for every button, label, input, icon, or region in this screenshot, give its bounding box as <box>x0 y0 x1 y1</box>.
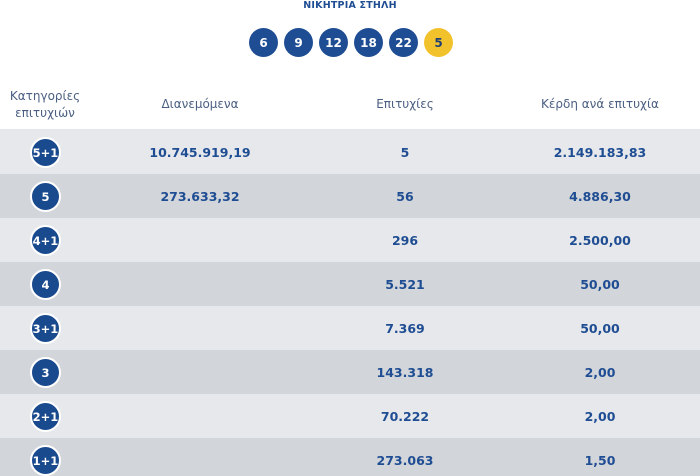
distributed-amount <box>90 306 310 350</box>
winners-count: 5.521 <box>385 276 425 292</box>
table-row: 5 273.633,32 56 4.886,30 <box>0 174 700 218</box>
winners-count: 296 <box>391 232 419 248</box>
distributed-amount <box>90 394 310 438</box>
table-header: Κατηγορίες επιτυχιών Διανεμόμενα Επιτυχί… <box>0 79 700 130</box>
winners-count: 273.063 <box>376 452 434 468</box>
category-badge: 3 <box>30 357 61 388</box>
prize-per-winner: 2,00 <box>584 408 616 424</box>
winning-numbers: 6 9 12 18 22 5 <box>0 28 700 58</box>
winners-count: 5 <box>400 144 410 160</box>
prize-per-winner: 2.500,00 <box>569 232 631 248</box>
distributed-amount <box>90 262 310 306</box>
prize-per-winner: 2.149.183,83 <box>553 144 647 160</box>
distributed-amount: 10.745.919,19 <box>149 144 251 160</box>
distributed-amount: 273.633,32 <box>160 188 240 204</box>
category-badge: 5+1 <box>30 137 61 168</box>
header-distributed: Διανεμόμενα <box>161 97 239 111</box>
winning-column-title: ΝΙΚΗΤΡΙΑ ΣΤΗΛΗ <box>303 0 397 11</box>
table-row: 4 5.521 50,00 <box>0 262 700 306</box>
winners-count: 70.222 <box>380 408 430 424</box>
category-badge: 5 <box>30 181 61 212</box>
winnings-table: Κατηγορίες επιτυχιών Διανεμόμενα Επιτυχί… <box>0 79 700 476</box>
prize-per-winner: 4.886,30 <box>569 188 631 204</box>
number-ball: 6 <box>249 28 278 57</box>
header-category: Κατηγορίες επιτυχιών <box>9 88 81 120</box>
prize-per-winner: 50,00 <box>580 276 620 292</box>
category-badge: 3+1 <box>30 313 61 344</box>
number-ball: 22 <box>389 28 418 57</box>
table-row: 2+1 70.222 2,00 <box>0 394 700 438</box>
prize-per-winner: 1,50 <box>584 452 616 468</box>
table-row: 1+1 273.063 1,50 <box>0 438 700 476</box>
number-ball: 18 <box>354 28 383 57</box>
category-badge: 4+1 <box>30 225 61 256</box>
distributed-amount <box>90 438 310 476</box>
winners-count: 7.369 <box>385 320 425 336</box>
table-row: 4+1 296 2.500,00 <box>0 218 700 262</box>
distributed-amount <box>90 218 310 262</box>
table-row: 3 143.318 2,00 <box>0 350 700 394</box>
prize-per-winner: 50,00 <box>580 320 620 336</box>
number-ball: 12 <box>319 28 348 57</box>
number-ball: 9 <box>284 28 313 57</box>
distributed-amount <box>90 350 310 394</box>
prize-per-winner: 2,00 <box>584 364 616 380</box>
header-winners: Επιτυχίες <box>376 97 434 111</box>
category-badge: 4 <box>30 269 61 300</box>
category-badge: 1+1 <box>30 445 61 476</box>
winners-count: 143.318 <box>376 364 434 380</box>
header-prize: Κέρδη ανά επιτυχία <box>541 97 659 111</box>
winners-count: 56 <box>396 188 414 204</box>
category-badge: 2+1 <box>30 401 61 432</box>
joker-ball: 5 <box>424 28 453 57</box>
table-row: 5+1 10.745.919,19 5 2.149.183,83 <box>0 130 700 174</box>
table-row: 3+1 7.369 50,00 <box>0 306 700 350</box>
